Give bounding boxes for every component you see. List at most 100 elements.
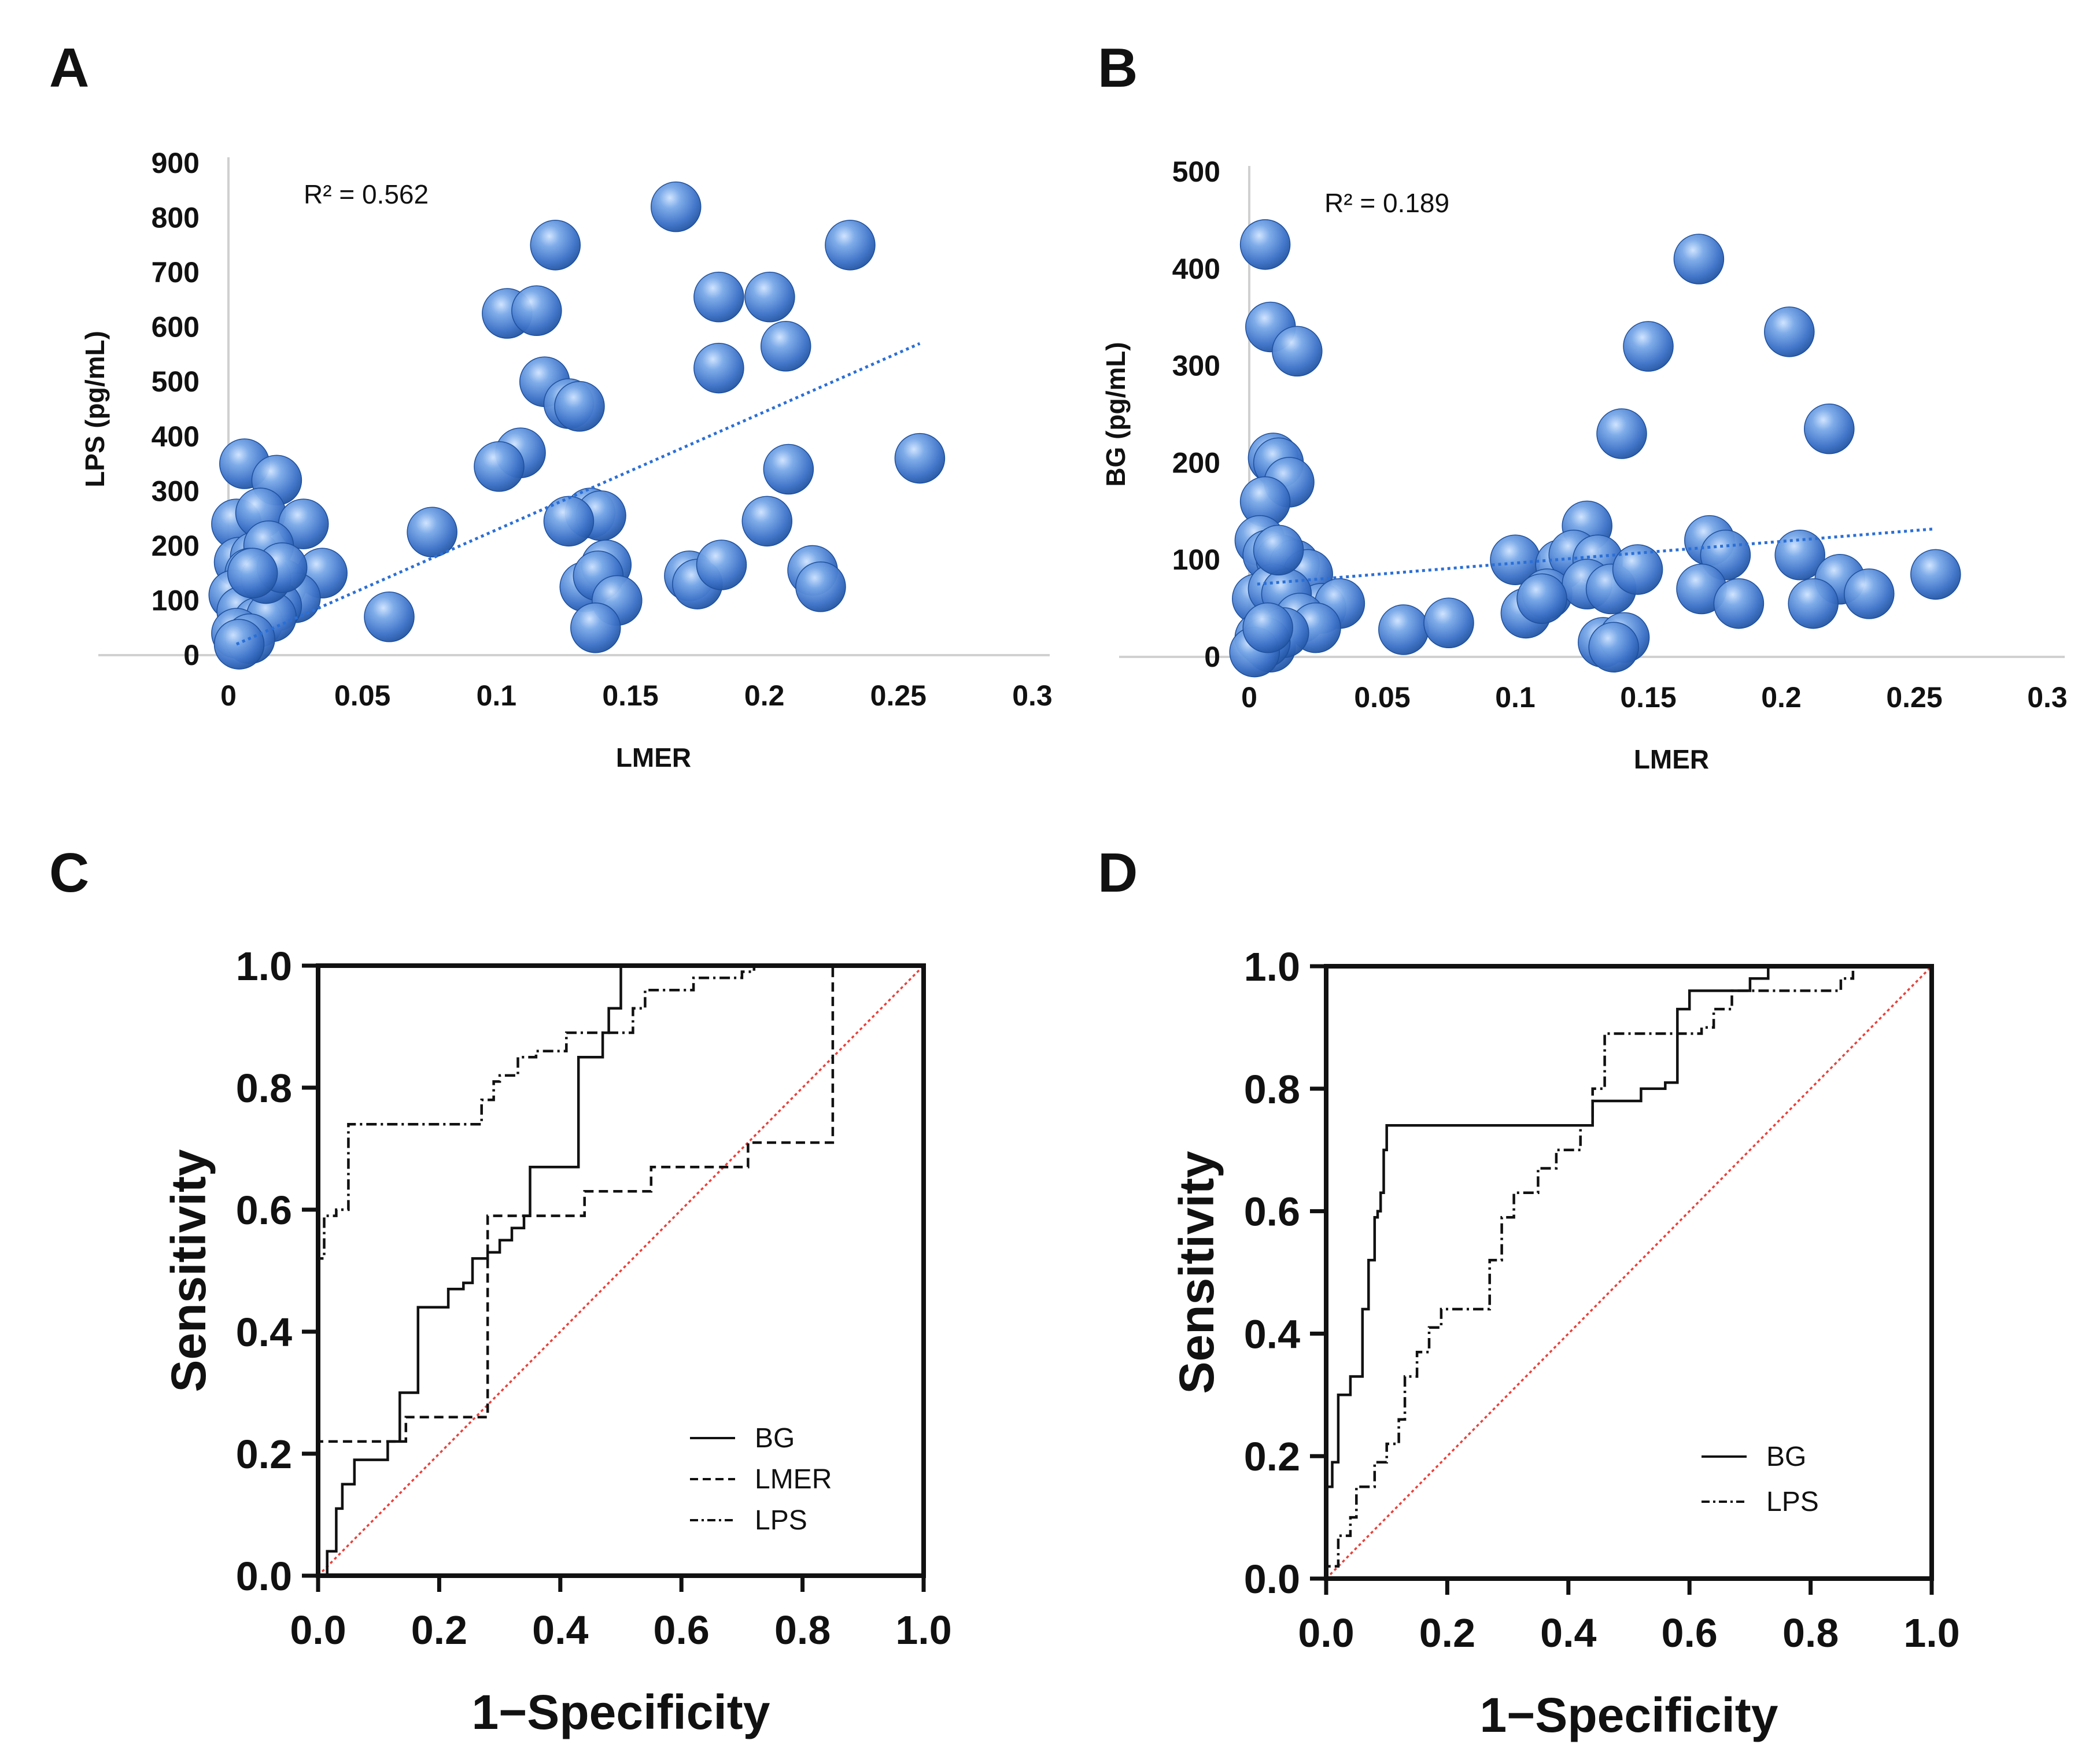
legend-label-bg: BG bbox=[755, 1423, 795, 1454]
data-point bbox=[894, 433, 946, 484]
panel-label-b: B bbox=[1098, 37, 1138, 99]
data-point bbox=[693, 271, 744, 323]
data-point bbox=[760, 321, 811, 372]
y-tick-label: 0 bbox=[183, 639, 200, 671]
x-tick-label: 0.8 bbox=[774, 1608, 831, 1653]
x-axis-label: 1−Specificity bbox=[472, 1685, 770, 1739]
x-tick-label: 0.4 bbox=[1540, 1610, 1596, 1655]
data-point bbox=[744, 271, 795, 323]
panel-label-d: D bbox=[1098, 842, 1138, 904]
x-tick-label: 0.3 bbox=[1012, 679, 1053, 712]
x-tick-label: 0.2 bbox=[744, 679, 785, 712]
data-point bbox=[570, 602, 621, 653]
panel-label-c: C bbox=[49, 842, 89, 904]
data-point bbox=[1588, 622, 1639, 672]
y-tick-label: 200 bbox=[152, 530, 200, 562]
data-point bbox=[511, 285, 562, 337]
x-tick-label: 0.3 bbox=[2027, 681, 2068, 714]
data-point bbox=[407, 507, 457, 557]
y-tick-label: 400 bbox=[1172, 253, 1220, 285]
y-axis-label: BG (pg/mL) bbox=[1101, 342, 1131, 486]
data-point bbox=[1713, 578, 1765, 629]
data-point bbox=[530, 220, 581, 271]
data-point bbox=[1623, 321, 1674, 372]
roc-curve-lmer bbox=[316, 966, 835, 1576]
y-tick-label: 200 bbox=[1172, 446, 1220, 479]
x-tick-label: 0.2 bbox=[1419, 1610, 1475, 1655]
data-point bbox=[825, 220, 876, 271]
x-tick-label: 0.15 bbox=[1620, 681, 1676, 714]
data-point bbox=[1596, 408, 1647, 459]
y-tick-label: 100 bbox=[1172, 544, 1220, 576]
y-axis-label: LPS (pg/mL) bbox=[80, 331, 110, 487]
data-point bbox=[1239, 219, 1291, 270]
roc-curve-lps bbox=[1324, 966, 1855, 1579]
y-tick-label: 800 bbox=[152, 202, 200, 234]
x-tick-label: 0.15 bbox=[602, 679, 658, 712]
x-tick-label: 1.0 bbox=[895, 1608, 951, 1653]
y-tick-label: 500 bbox=[152, 365, 200, 398]
y-tick-label: 0.4 bbox=[1244, 1311, 1300, 1357]
y-tick-label: 300 bbox=[152, 475, 200, 507]
y-tick-label: 0.0 bbox=[1244, 1557, 1300, 1602]
x-tick-label: 0.2 bbox=[1761, 681, 1802, 714]
roc-curve-lps bbox=[316, 966, 756, 1576]
y-tick-label: 100 bbox=[152, 584, 200, 616]
x-axis-label: LMER bbox=[1634, 744, 1709, 774]
y-tick-label: 0.6 bbox=[236, 1188, 292, 1233]
legend-label-lps: LPS bbox=[755, 1505, 807, 1536]
data-point bbox=[795, 561, 846, 612]
data-point bbox=[1910, 549, 1961, 600]
y-tick-label: 300 bbox=[1172, 350, 1220, 382]
legend-label-lps: LPS bbox=[1766, 1487, 1819, 1517]
data-point bbox=[1516, 573, 1567, 624]
x-tick-label: 0.8 bbox=[1782, 1610, 1839, 1655]
data-point bbox=[1272, 326, 1323, 377]
data-point bbox=[1242, 602, 1293, 653]
data-point bbox=[741, 496, 793, 547]
x-tick-label: 0.0 bbox=[1298, 1610, 1354, 1655]
plot-frame bbox=[316, 963, 926, 1578]
x-tick-label: 0.1 bbox=[477, 679, 517, 712]
data-point bbox=[1788, 578, 1839, 629]
plot-frame bbox=[1324, 964, 1934, 1581]
x-tick-label: 0.6 bbox=[654, 1608, 710, 1653]
data-point bbox=[1253, 524, 1304, 576]
x-tick-label: 0 bbox=[1241, 681, 1257, 714]
data-point bbox=[1774, 530, 1825, 581]
x-axis-label: 1−Specificity bbox=[1480, 1688, 1778, 1742]
scatter-chart-bg-vs-lmer: 0 100 200 300 400 500 0 0.05 0.1 0.15 0.2 0.25 0.3 LM… bbox=[1101, 156, 2068, 774]
x-tick-label: 0.05 bbox=[1354, 681, 1410, 714]
legend-label-lmer: LMER bbox=[755, 1464, 832, 1495]
data-point bbox=[651, 181, 702, 232]
data-point bbox=[364, 592, 415, 642]
data-point bbox=[763, 444, 814, 495]
y-tick-label: 0.6 bbox=[1244, 1189, 1300, 1235]
x-tick-label: 0.25 bbox=[870, 679, 927, 712]
y-tick-label: 0.4 bbox=[236, 1310, 292, 1355]
reference-diagonal bbox=[317, 965, 925, 1577]
data-point bbox=[696, 539, 747, 590]
y-tick-label: 0.8 bbox=[236, 1066, 292, 1111]
x-axis-label: LMER bbox=[616, 742, 691, 773]
data-point bbox=[1378, 604, 1429, 655]
trendline bbox=[1257, 527, 1936, 586]
data-point bbox=[1764, 306, 1815, 357]
y-tick-label: 0.2 bbox=[1244, 1434, 1300, 1479]
legend-label-bg: BG bbox=[1766, 1442, 1806, 1472]
r-squared-annotation: R² = 0.189 bbox=[1324, 188, 1449, 218]
x-tick-label: 0 bbox=[220, 679, 237, 712]
data-point bbox=[1612, 544, 1663, 595]
x-tick-label: 0.0 bbox=[290, 1608, 346, 1653]
data-point bbox=[1804, 403, 1855, 454]
y-tick-label: 0.8 bbox=[1244, 1067, 1300, 1112]
panel-label-a: A bbox=[49, 37, 89, 99]
roc-chart-d: 0.0 0.2 0.4 0.6 0.8 1.0 0.0 0.2 0.4 0.6 0.8 1.0 1−Sp… bbox=[1169, 944, 1960, 1742]
data-point bbox=[1673, 234, 1725, 284]
y-tick-label: 1.0 bbox=[236, 944, 292, 989]
y-tick-label: 0.2 bbox=[236, 1432, 292, 1477]
y-tick-label: 700 bbox=[152, 256, 200, 289]
data-point bbox=[1844, 568, 1895, 619]
roc-curve-bg bbox=[1324, 966, 1770, 1579]
